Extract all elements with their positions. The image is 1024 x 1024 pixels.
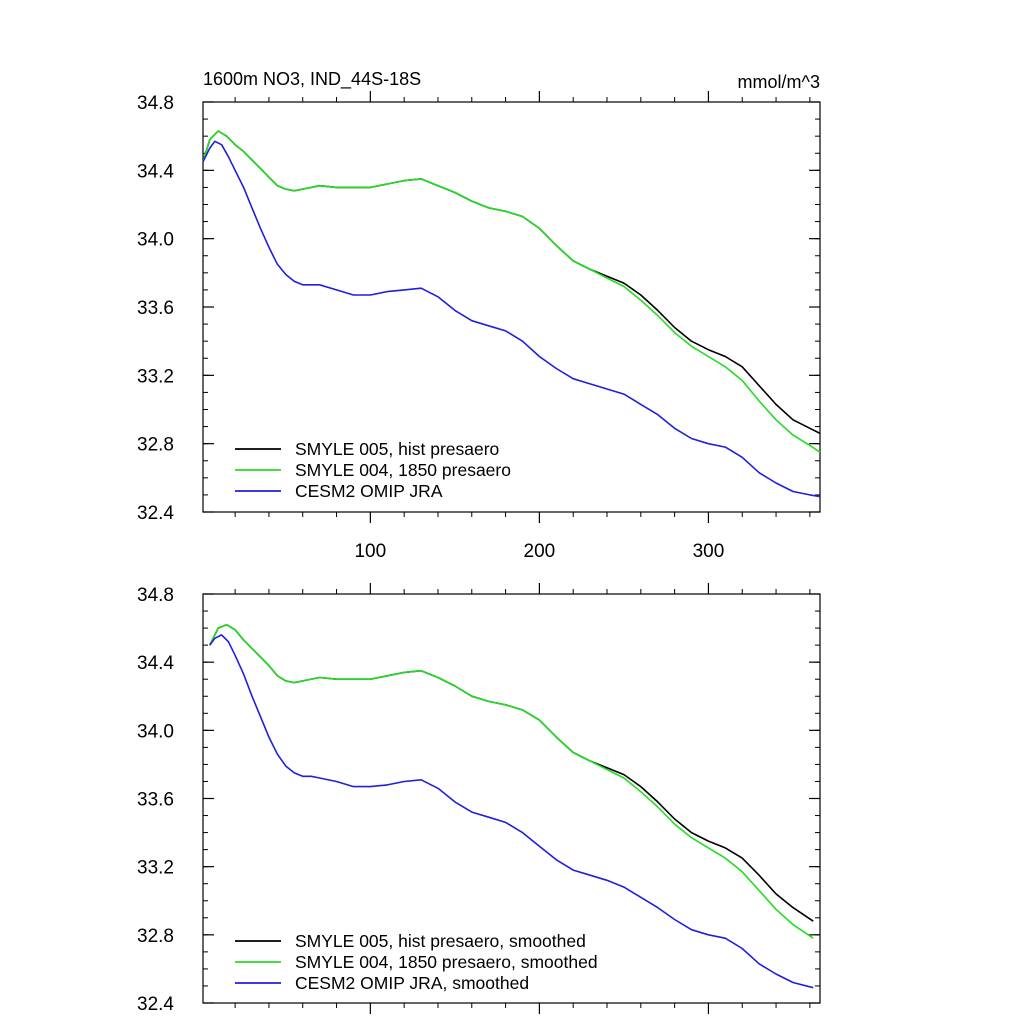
y-tick-label: 33.6 [137,298,174,319]
units-label: mmol/m^3 [738,72,820,92]
y-tick-label: 33.2 [137,366,174,387]
y-tick-label: 34.4 [137,161,174,182]
series-line [202,140,821,498]
y-tick-label: 34.8 [137,585,174,606]
y-tick-label: 34.0 [137,721,174,742]
y-tick-label: 32.8 [137,435,174,456]
legend-label: SMYLE 004, 1850 presaero, smoothed [295,952,598,972]
y-tick-label: 33.2 [137,858,174,879]
y-tick-label: 34.0 [137,230,174,251]
series-line [209,623,814,922]
y-tick-label: 33.6 [137,790,174,811]
y-tick-label: 32.4 [137,994,174,1015]
x-tick-label: 300 [693,541,725,562]
chart-title: 1600m NO3, IND_44S-18S [203,69,421,90]
y-tick-label: 34.4 [137,653,174,674]
series-line [202,130,821,453]
y-tick-label: 32.8 [137,926,174,947]
legend-label: SMYLE 004, 1850 presaero [295,460,511,480]
legend-label: CESM2 OMIP JRA, smoothed [295,973,529,993]
bottom-panel: 32.4 32.8 33.2 33.6 34.0 34.4 34.8 SMYLE 005, h… [137,583,821,1015]
top-panel: 1600m NO3, IND_44S-18S mmol/m^3 32.4 32.8… [137,69,821,562]
legend-label: SMYLE 005, hist presaero, smoothed [295,931,586,951]
series-line [209,623,814,939]
y-tick-label: 32.4 [137,503,174,524]
x-tick-label: 200 [524,541,556,562]
y-tick-label: 34.8 [137,93,174,114]
legend-label: SMYLE 005, hist presaero [295,439,499,459]
x-tick-label: 100 [354,541,386,562]
series-line [209,634,814,989]
legend-label: CESM2 OMIP JRA [295,481,443,501]
